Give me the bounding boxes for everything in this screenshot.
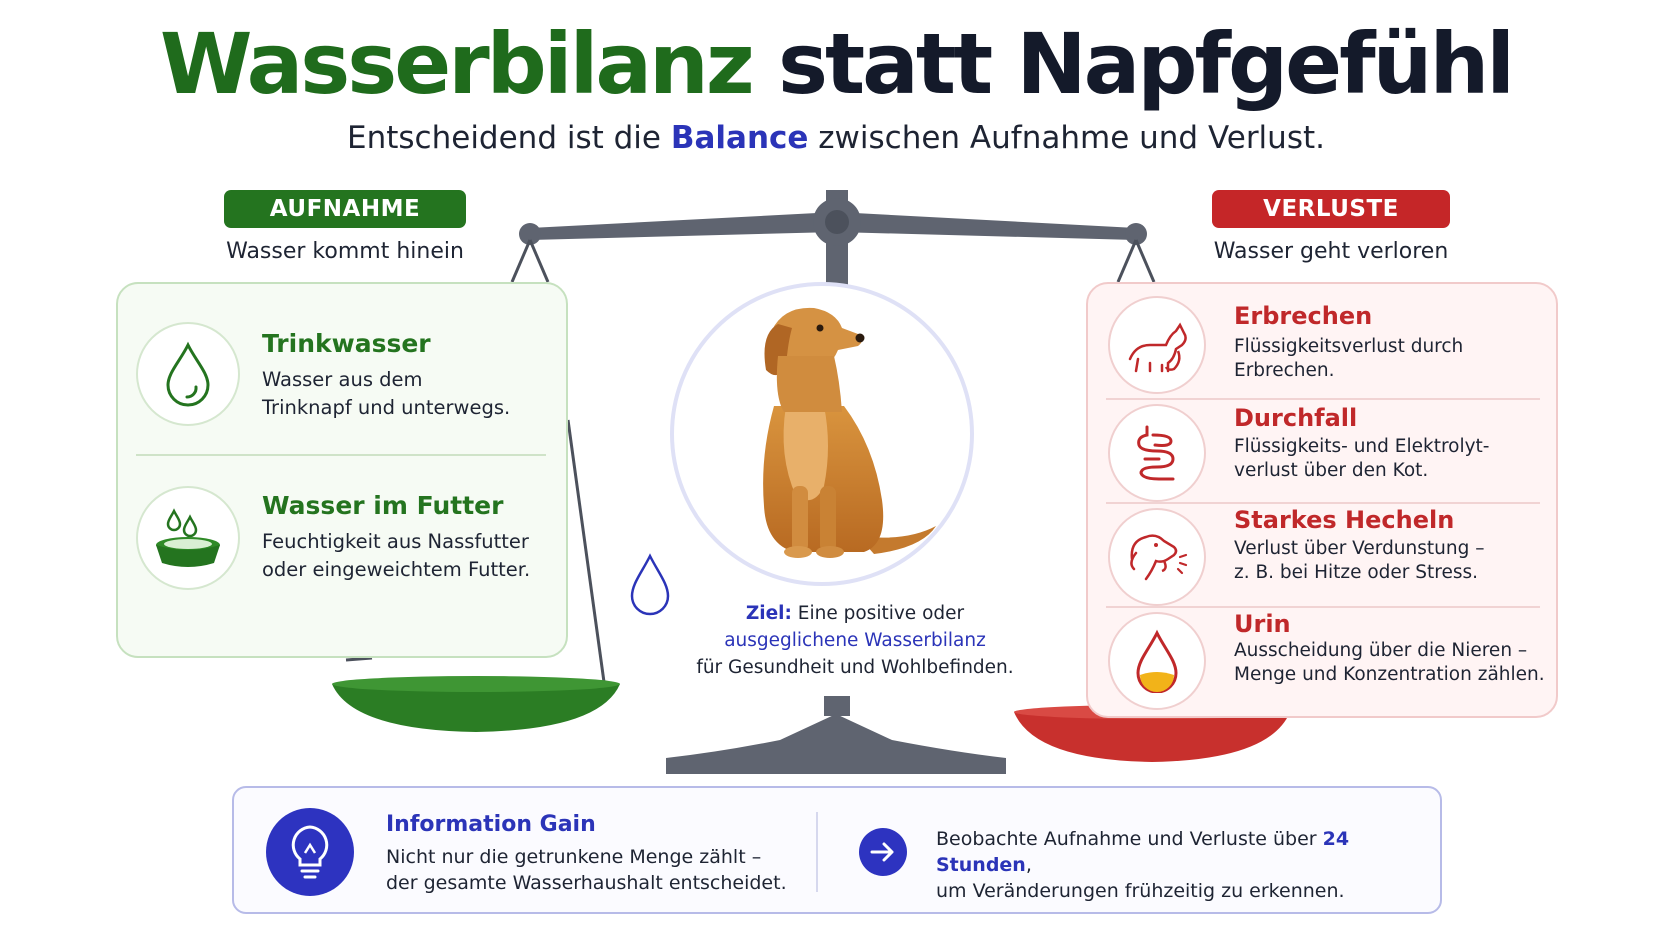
info-title: Information Gain: [386, 812, 596, 837]
urine-drop-icon: [1108, 612, 1206, 710]
info-tip-before: Beobachte Aufnahme und Verluste über: [936, 828, 1323, 850]
divider: [1106, 502, 1540, 504]
arrow-right-icon: [859, 828, 907, 876]
losses-item-title: Starkes Hecheln: [1234, 506, 1455, 534]
info-line2: der gesamte Wasserhaushalt entscheidet.: [386, 872, 787, 894]
intestine-icon: [1108, 404, 1206, 502]
losses-item-line2: Menge und Konzentration zählen.: [1234, 664, 1545, 685]
losses-panel: Erbrechen Flüssigkeitsverlust durch Erbr…: [1086, 282, 1558, 718]
losses-item-line1: Flüssigkeits- und Elektrolyt-: [1234, 436, 1490, 457]
losses-item-title: Urin: [1234, 610, 1291, 638]
food-bowl-icon: [136, 486, 240, 590]
losses-item-line1: Verlust über Verdunstung –: [1234, 538, 1485, 559]
lightbulb-icon: [266, 808, 354, 896]
losses-item-line1: Flüssigkeitsverlust durch: [1234, 336, 1464, 357]
losses-sublabel: Wasser geht verloren: [1213, 239, 1449, 264]
losses-item-title: Erbrechen: [1234, 302, 1373, 330]
subtitle-highlight: Balance: [670, 120, 809, 156]
page-title: Wasserbilanz statt Napfgefühl: [0, 14, 1672, 114]
divider: [136, 454, 546, 456]
info-tip-highlight: 24 Stunden: [936, 828, 1350, 876]
panting-dog-icon: [1108, 508, 1206, 606]
goal-drop-icon: [630, 553, 670, 616]
goal-text: Ziel: Eine positive oder ausgeglichene W…: [690, 600, 1020, 681]
water-drop-icon: [136, 322, 240, 426]
info-tip-line2: um Veränderungen frühzeitig zu erkennen.: [936, 880, 1345, 902]
title-part-2: statt Napfgefühl: [777, 15, 1515, 113]
info-box: Information Gain Nicht nur die getrunken…: [232, 786, 1442, 914]
vomiting-dog-icon: [1108, 296, 1206, 394]
intake-item-title: Wasser im Futter: [262, 491, 504, 520]
title-part-1: Wasserbilanz: [159, 15, 755, 113]
page-subtitle: Entscheidend ist die Balance zwischen Au…: [0, 118, 1672, 158]
goal-label: Ziel:: [745, 603, 792, 624]
losses-label: VERLUSTE: [1212, 190, 1450, 228]
losses-item-line1: Ausscheidung über die Nieren –: [1234, 640, 1528, 661]
intake-item-line1: Feuchtigkeit aus Nassfutter: [262, 530, 529, 553]
subtitle-before: Entscheidend ist die: [347, 120, 671, 156]
intake-panel: Trinkwasser Wasser aus dem Trinknapf und…: [116, 282, 568, 658]
info-divider: [816, 812, 818, 892]
info-tip: Beobachte Aufnahme und Verluste über 24 …: [936, 826, 1416, 904]
intake-item-line1: Wasser aus dem: [262, 368, 423, 391]
divider: [1106, 398, 1540, 400]
info-line1: Nicht nur die getrunkene Menge zählt –: [386, 846, 762, 868]
intake-item-title: Trinkwasser: [262, 329, 431, 358]
goal-line3: für Gesundheit und Wohlbefinden.: [696, 657, 1014, 678]
intake-item-line2: oder eingeweichtem Futter.: [262, 558, 531, 581]
goal-line1: Eine positive oder: [791, 603, 965, 624]
losses-item-title: Durchfall: [1234, 404, 1358, 432]
dog-illustration: [670, 282, 974, 586]
losses-item-line2: Erbrechen.: [1234, 360, 1335, 381]
info-tip-after: ,: [1025, 854, 1032, 876]
losses-item-line2: verlust über den Kot.: [1234, 460, 1429, 481]
intake-label: AUFNAHME: [224, 190, 466, 228]
goal-line2: ausgeglichene Wasserbilanz: [724, 630, 986, 651]
divider: [1106, 606, 1540, 608]
info-description: Nicht nur die getrunkene Menge zählt – d…: [386, 844, 826, 896]
intake-sublabel: Wasser kommt hinein: [226, 239, 464, 264]
intake-item-line2: Trinknapf und unterwegs.: [262, 396, 511, 419]
subtitle-after: zwischen Aufnahme und Verlust.: [808, 120, 1325, 156]
losses-item-line2: z. B. bei Hitze oder Stress.: [1234, 562, 1479, 583]
